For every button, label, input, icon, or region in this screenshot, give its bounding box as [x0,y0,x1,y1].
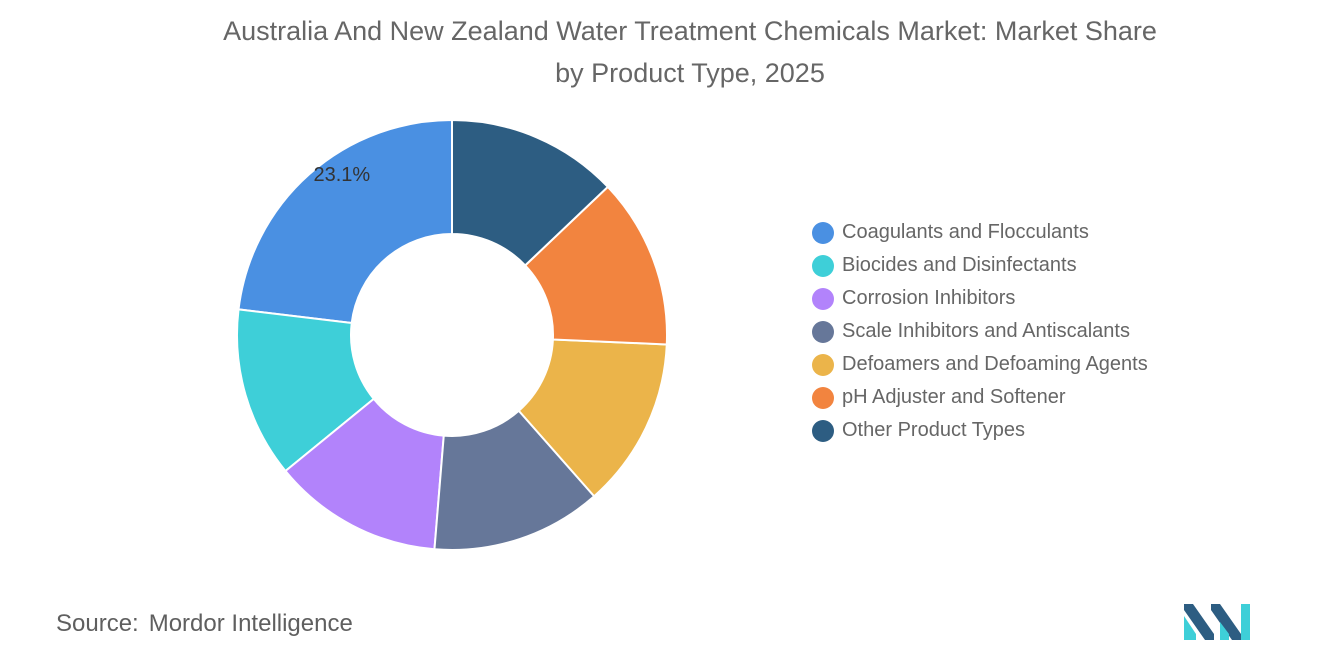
donut-slice-ph-adjuster-and-softener [523,185,668,346]
legend-swatch [812,419,834,442]
chart-legend: Coagulants and Flocculants Biocides and D… [812,216,1148,447]
legend-label: Scale Inhibitors and Antiscalants [842,320,1130,342]
donut-slice-scale-inhibitors-and-antiscalants [433,409,596,551]
legend-label: Defoamers and Defoaming Agents [842,353,1148,375]
chart-title-line-1: Australia And New Zealand Water Treatmen… [223,16,1157,46]
legend-swatch [812,221,834,244]
legend-swatch [812,287,834,310]
legend-swatch [812,386,834,409]
legend-item: Corrosion Inhibitors [812,282,1148,315]
legend-item: Scale Inhibitors and Antiscalants [812,315,1148,348]
legend-swatch [812,254,834,277]
mordor-intelligence-logo-icon [1184,604,1250,640]
donut-slice-other-product-types [451,118,610,267]
legend-label: Corrosion Inhibitors [842,287,1016,309]
donut-slice-biocides-and-disinfectants [236,308,376,473]
legend-item: pH Adjuster and Softener [812,381,1148,414]
donut-slice-corrosion-inhibitors [284,397,445,551]
legend-item: Other Product Types [812,414,1148,447]
legend-label: pH Adjuster and Softener [842,386,1066,408]
donut-chart: 23.1% [236,118,668,551]
data-label: 23.1% [313,164,370,186]
legend-item: Defoamers and Defoaming Agents [812,348,1148,381]
source-value: Mordor Intelligence [148,610,353,637]
source-note: Source: Mordor Intelligence [56,610,353,638]
legend-label: Biocides and Disinfectants [842,254,1077,276]
legend-label: Coagulants and Flocculants [842,221,1089,243]
legend-label: Other Product Types [842,419,1026,441]
legend-item: Coagulants and Flocculants [812,216,1148,249]
legend-swatch [812,320,834,343]
source-label: Source: [56,610,139,637]
chart-title-line-2: by Product Type, 2025 [555,58,825,88]
legend-swatch [812,353,834,376]
chart-title: Australia And New Zealand Water Treatmen… [60,10,1320,94]
donut-slice-defoamers-and-defoaming-agents [517,338,668,498]
donut-slice-coagulants-and-flocculants [237,118,453,325]
legend-item: Biocides and Disinfectants [812,249,1148,282]
